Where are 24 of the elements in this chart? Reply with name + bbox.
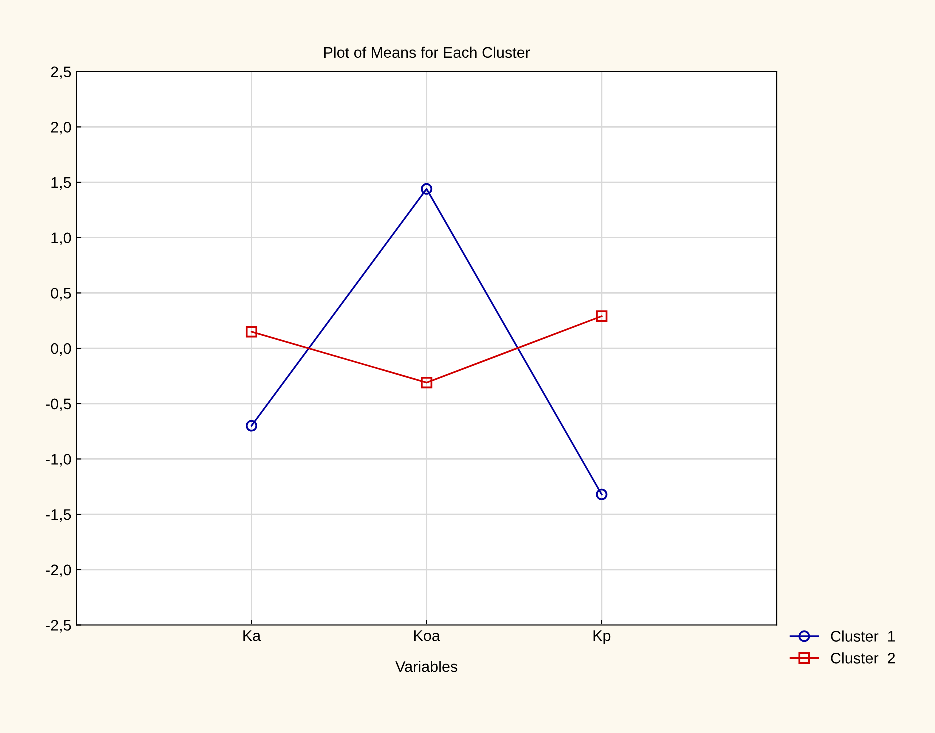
y-tick-label: -2,5: [46, 620, 72, 633]
y-tick-label: 2,5: [51, 66, 72, 80]
point: [421, 183, 433, 195]
y-tick-label: 2,0: [51, 122, 72, 135]
y-tick-label: 0,0: [51, 343, 72, 356]
y-tick-label: 1,5: [52, 178, 72, 190]
y-tick-label: -0,5: [46, 398, 72, 412]
y-tick-label: 0,5: [51, 288, 72, 301]
point: [596, 488, 608, 500]
x-axis-title: Variables: [396, 661, 458, 672]
y-tick-label: -1,0: [46, 454, 72, 467]
y-tick-label: -1,5: [46, 510, 72, 522]
x-tick-label: Koa: [414, 630, 440, 642]
x-tick-label: Ka: [244, 630, 262, 642]
legend-label: Cluster 2: [831, 652, 896, 664]
chart-title: Plot of Means for Each Cluster: [324, 46, 530, 58]
y-tick-label: -2,0: [46, 564, 72, 578]
point: [596, 310, 608, 322]
point: [246, 326, 258, 338]
point: [421, 377, 433, 389]
point: [246, 420, 258, 432]
legend-label: Cluster 1: [831, 630, 896, 642]
x-tick-label: Kp: [594, 630, 611, 644]
y-tick-label: 1,0: [52, 232, 72, 246]
